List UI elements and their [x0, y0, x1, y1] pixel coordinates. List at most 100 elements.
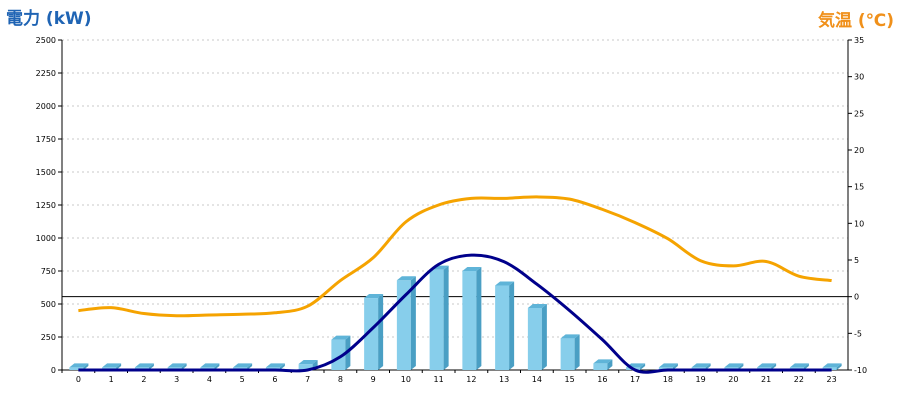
bar-side — [410, 276, 416, 370]
x-tick-label: 7 — [305, 375, 310, 384]
right-tick-label: 10 — [854, 219, 864, 228]
bar-side — [607, 359, 613, 370]
bar-top — [265, 363, 285, 368]
x-tick-label: 15 — [565, 375, 575, 384]
x-tick-label: 13 — [499, 375, 509, 384]
right-tick-label: 20 — [854, 146, 864, 155]
bar — [429, 265, 449, 370]
left-tick-label: 2000 — [36, 102, 56, 111]
bar-top — [331, 335, 351, 340]
bar-top — [396, 276, 416, 281]
bar — [69, 363, 89, 370]
x-tick-label: 2 — [141, 375, 146, 384]
bar-side — [836, 363, 842, 370]
bar-top — [757, 363, 777, 368]
x-tick-label: 16 — [597, 375, 607, 384]
left-tick-label: 750 — [41, 267, 56, 276]
left-tick-label: 1250 — [36, 201, 56, 210]
bar-side — [672, 363, 678, 370]
x-tick-label: 8 — [338, 375, 343, 384]
x-tick-label: 10 — [401, 375, 411, 384]
bar-top — [200, 363, 220, 368]
x-tick-label: 4 — [207, 375, 212, 384]
bar-front — [495, 285, 510, 370]
x-tick-label: 17 — [630, 375, 640, 384]
bar-top — [167, 363, 187, 368]
bar-side — [116, 363, 122, 370]
left-tick-label: 250 — [41, 333, 56, 342]
x-tick-label: 3 — [174, 375, 179, 384]
left-tick-label: 1500 — [36, 168, 56, 177]
bar-front — [593, 363, 608, 370]
bar-top — [593, 359, 613, 364]
right-tick-label: 30 — [854, 73, 864, 82]
bar-front — [560, 338, 575, 370]
right-tick-label: 5 — [854, 256, 859, 265]
bar-side — [771, 363, 777, 370]
bar-top — [495, 281, 515, 286]
bar-front — [429, 269, 444, 370]
right-tick-label: 25 — [854, 109, 864, 118]
x-tick-label: 11 — [434, 375, 444, 384]
bar-side — [803, 363, 809, 370]
bar-top — [789, 363, 809, 368]
bar — [364, 294, 384, 370]
bar-front — [527, 307, 542, 370]
bar-side — [214, 363, 220, 370]
bar-top — [724, 363, 744, 368]
right-tick-label: -5 — [854, 329, 862, 338]
bar — [593, 359, 613, 370]
bar-front — [396, 280, 411, 370]
x-tick-label: 18 — [663, 375, 673, 384]
x-tick-label: 19 — [696, 375, 706, 384]
bar-front — [298, 364, 313, 370]
right-tick-label: 15 — [854, 183, 864, 192]
right-axis-title: 気温 (℃) — [817, 11, 894, 31]
bar-side — [574, 334, 580, 370]
bar — [527, 303, 547, 370]
bar-side — [541, 303, 547, 370]
bar-top — [560, 334, 580, 339]
bar — [396, 276, 416, 370]
bar-top — [822, 363, 842, 368]
x-tick-label: 23 — [827, 375, 837, 384]
x-tick-label: 21 — [761, 375, 771, 384]
temperature-line — [78, 195, 832, 318]
bar-side — [738, 363, 744, 370]
bar — [331, 335, 351, 370]
bar-side — [181, 363, 187, 370]
bar-top — [69, 363, 89, 368]
x-tick-label: 22 — [794, 375, 804, 384]
power-line — [78, 253, 832, 374]
bar-top — [691, 363, 711, 368]
bar-top — [364, 294, 384, 299]
bar-side — [705, 363, 711, 370]
bar — [560, 334, 580, 370]
bar-side — [476, 267, 482, 370]
right-tick-label: -10 — [854, 366, 867, 375]
left-axis-title: 電力 (kW) — [6, 9, 92, 29]
left-tick-label: 1000 — [36, 234, 56, 243]
x-tick-label: 12 — [466, 375, 476, 384]
bar — [495, 281, 515, 370]
left-tick-label: 500 — [41, 300, 56, 309]
bar — [462, 267, 482, 370]
left-tick-label: 2250 — [36, 69, 56, 78]
right-tick-label: 35 — [854, 36, 864, 45]
bar-front — [462, 271, 477, 370]
bar-top — [462, 267, 482, 271]
bar-side — [509, 281, 515, 370]
bar-side — [640, 363, 646, 370]
x-tick-label: 20 — [728, 375, 738, 384]
left-tick-label: 0 — [51, 366, 56, 375]
left-tick-label: 2500 — [36, 36, 56, 45]
x-tick-label: 9 — [371, 375, 376, 384]
x-tick-label: 14 — [532, 375, 542, 384]
bar-top — [658, 363, 678, 368]
bar-side — [83, 363, 89, 370]
left-tick-label: 1750 — [36, 135, 56, 144]
x-tick-label: 5 — [240, 375, 245, 384]
bar-top — [134, 363, 154, 368]
